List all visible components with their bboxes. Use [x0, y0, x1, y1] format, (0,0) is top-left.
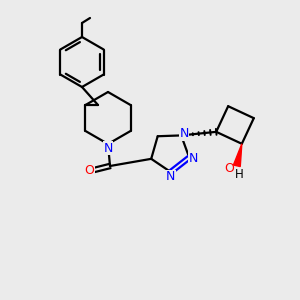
Text: H: H: [235, 168, 243, 181]
Text: O: O: [224, 162, 234, 175]
Text: N: N: [166, 170, 175, 184]
Text: N: N: [179, 127, 189, 140]
Text: N: N: [103, 142, 113, 154]
Text: N: N: [188, 152, 198, 165]
Polygon shape: [233, 144, 242, 166]
Text: O: O: [84, 164, 94, 176]
